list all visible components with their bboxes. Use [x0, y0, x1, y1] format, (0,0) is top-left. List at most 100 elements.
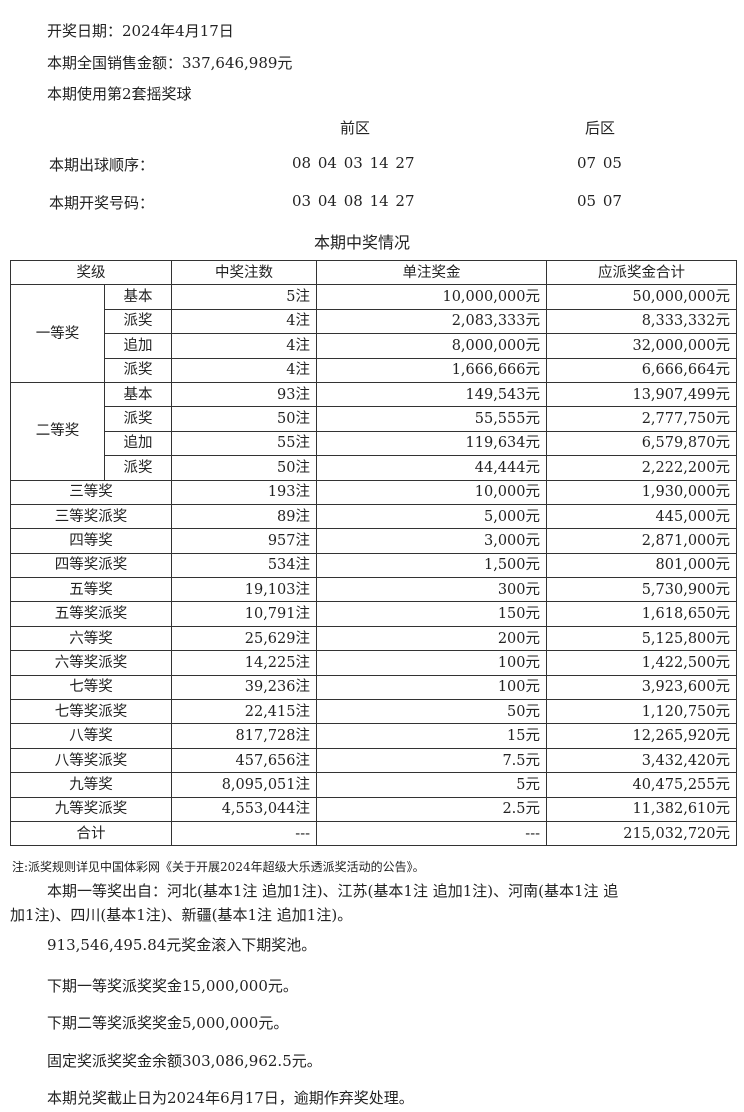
prize-group-label: 二等奖	[10, 381, 105, 481]
unit-prize: 150元	[316, 601, 547, 627]
prize-level: 八等奖	[10, 723, 172, 749]
winner-count: 457,656注	[171, 747, 317, 774]
draw-order-label: 本期出球顺序：	[49, 156, 155, 174]
ball-set: 本期使用第2套摇奖球	[47, 85, 192, 103]
unit-prize: 2,083,333元	[316, 308, 547, 335]
winner-count: 8,095,051注	[171, 772, 317, 798]
prize-level: 九等奖派奖	[10, 796, 172, 822]
unit-prize: 1,500元	[316, 552, 547, 579]
table-row: 派奖 50注 55,555元 2,777,750元	[11, 406, 737, 432]
unit-prize: 2.5元	[316, 796, 547, 822]
rollover-text: 913,546,495.84元奖金滚入下期奖池。	[47, 936, 317, 954]
winner-count: ---	[171, 820, 317, 847]
header-level: 奖级	[10, 259, 172, 286]
total-prize: 32,000,000元	[546, 333, 737, 359]
total-prize: 215,032,720元	[546, 820, 737, 847]
winner-count: 39,236注	[171, 674, 317, 701]
total-prize: 50,000,000元	[546, 284, 737, 310]
table-row: 七等奖派奖 22,415注 50元 1,120,750元	[10, 699, 737, 725]
prize-level: 四等奖	[10, 528, 172, 554]
draw-order-back: 07 05	[577, 154, 622, 172]
winner-count: 50注	[171, 406, 317, 432]
header-total: 应派奖金合计	[546, 259, 737, 286]
total-prize: 6,666,664元	[546, 357, 737, 383]
header-count: 中奖注数	[171, 259, 317, 286]
total-prize: 40,475,255元	[546, 772, 737, 798]
table-row: 四等奖 957注 3,000元 2,871,000元	[10, 528, 737, 554]
total-prize: 13,907,499元	[546, 381, 737, 408]
winner-count: 89注	[171, 503, 317, 530]
draw-date: 开奖日期：2024年4月17日	[47, 22, 234, 40]
draw-order-front: 08 04 03 14 27	[292, 154, 415, 172]
winner-count: 534注	[171, 552, 317, 579]
unit-prize: 3,000元	[316, 528, 547, 554]
total-prize: 8,333,332元	[546, 308, 737, 335]
unit-prize: ---	[316, 820, 547, 847]
sales-amount: 本期全国销售金额：337,646,989元	[47, 54, 293, 72]
winner-count: 817,728注	[171, 723, 317, 749]
table-row: 派奖 4注 2,083,333元 8,333,332元	[11, 308, 737, 335]
total-prize: 5,730,900元	[546, 577, 737, 603]
prize-level: 七等奖派奖	[10, 699, 172, 725]
winner-count: 93注	[171, 381, 317, 408]
unit-prize: 15元	[316, 723, 547, 749]
table-title: 本期中奖情况	[314, 233, 411, 252]
table-header-row: 奖级 中奖注数 单注奖金 应派奖金合计	[10, 259, 737, 286]
winner-count: 14,225注	[171, 650, 317, 676]
prize-level: 合计	[10, 820, 172, 847]
prize-level: 三等奖派奖	[10, 503, 172, 530]
total-prize: 2,871,000元	[546, 528, 737, 554]
header-unit-prize: 单注奖金	[316, 259, 547, 286]
prize-subtype: 追加	[104, 333, 172, 359]
table-row: 追加 55注 119,634元 6,579,870元	[11, 430, 737, 457]
prize-subtype: 派奖	[104, 455, 172, 481]
prize-subtype: 基本	[104, 284, 172, 310]
unit-prize: 100元	[316, 650, 547, 676]
table-row: 四等奖派奖 534注 1,500元 801,000元	[10, 552, 737, 579]
winner-count: 25,629注	[171, 625, 317, 652]
first-prize-winners-line2: 加1注)、四川(基本1注)、新疆(基本1注 追加1注)。	[10, 906, 353, 924]
winner-count: 4注	[171, 333, 317, 359]
prize-level: 六等奖派奖	[10, 650, 172, 676]
prize-table: 奖级 中奖注数 单注奖金 应派奖金合计 一等奖 基本 5注 10,000,000元 50…	[10, 259, 737, 847]
total-prize: 1,422,500元	[546, 650, 737, 676]
unit-prize: 50元	[316, 699, 547, 725]
total-prize: 2,222,200元	[546, 455, 737, 481]
prize-subtype: 派奖	[104, 406, 172, 432]
winner-count: 4注	[171, 357, 317, 383]
fixed-balance-text: 固定奖派奖奖金余额303,086,962.5元。	[47, 1052, 322, 1070]
winner-count: 957注	[171, 528, 317, 554]
prize-level: 七等奖	[10, 674, 172, 701]
table-row: 二等奖 基本 93注 149,543元 13,907,499元	[10, 381, 737, 481]
table-row: 三等奖 193注 10,000元 1,930,000元	[10, 479, 737, 505]
next-first-prize-text: 下期一等奖派奖奖金15,000,000元。	[47, 977, 298, 995]
table-row: 七等奖 39,236注 100元 3,923,600元	[10, 674, 737, 701]
prize-level: 八等奖派奖	[10, 747, 172, 774]
prize-subtype: 追加	[104, 430, 172, 457]
unit-prize: 1,666,666元	[316, 357, 547, 383]
unit-prize: 200元	[316, 625, 547, 652]
unit-prize: 55,555元	[316, 406, 547, 432]
total-prize: 12,265,920元	[546, 723, 737, 749]
total-prize: 801,000元	[546, 552, 737, 579]
prize-level: 九等奖	[10, 772, 172, 798]
unit-prize: 119,634元	[316, 430, 547, 457]
winner-count: 50注	[171, 455, 317, 481]
winning-numbers-front: 03 04 08 14 27	[292, 192, 415, 210]
table-row: 派奖 4注 1,666,666元 6,666,664元	[11, 357, 737, 383]
table-row: 五等奖 19,103注 300元 5,730,900元	[10, 577, 737, 603]
table-row: 八等奖派奖 457,656注 7.5元 3,432,420元	[10, 747, 737, 774]
first-prize-winners-line1: 本期一等奖出自：河北(基本1注 追加1注)、江苏(基本1注 追加1注)、河南(基…	[47, 882, 619, 900]
unit-prize: 149,543元	[316, 381, 547, 408]
next-second-prize-text: 下期二等奖派奖奖金5,000,000元。	[47, 1014, 289, 1032]
unit-prize: 10,000元	[316, 479, 547, 505]
unit-prize: 10,000,000元	[316, 284, 547, 310]
winner-count: 55注	[171, 430, 317, 457]
unit-prize: 300元	[316, 577, 547, 603]
prize-level: 六等奖	[10, 625, 172, 652]
prize-level: 四等奖派奖	[10, 552, 172, 579]
table-row: 五等奖派奖 10,791注 150元 1,618,650元	[10, 601, 737, 627]
total-prize: 3,923,600元	[546, 674, 737, 701]
total-prize: 3,432,420元	[546, 747, 737, 774]
